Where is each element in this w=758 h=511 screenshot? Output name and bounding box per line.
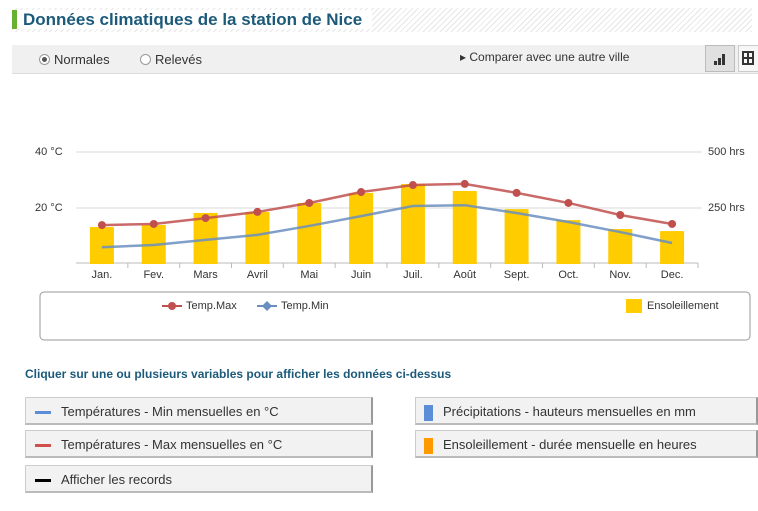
- option[interactable]: Normales: [39, 52, 110, 67]
- variable-label: Ensoleillement - durée mensuelle en heur…: [443, 437, 697, 452]
- x-tick-label: Juil.: [403, 269, 423, 281]
- legend-label: Temp.Min: [281, 300, 329, 312]
- variable-icon: [35, 479, 51, 483]
- bar: [245, 212, 270, 264]
- point: [253, 207, 262, 216]
- point: [668, 219, 677, 228]
- point: [305, 198, 314, 207]
- toolbar: Normales Relevés ▸ Comparer avec une aut…: [12, 45, 758, 74]
- x-tick-label: Mars: [193, 269, 218, 281]
- variable-icon: [424, 437, 433, 454]
- legend-marker: [262, 301, 272, 311]
- legend-label: Temp.Max: [186, 300, 237, 312]
- y-tick-label: 40 °C: [35, 146, 63, 158]
- bar: [660, 231, 685, 264]
- legend-marker: [168, 302, 176, 310]
- variable-button[interactable]: Précipitations - hauteurs mensuelles en …: [415, 397, 758, 425]
- point: [149, 219, 158, 228]
- icon: [742, 51, 754, 65]
- variable-button[interactable]: Températures - Min mensuelles en °C: [25, 397, 373, 425]
- compare-label: Comparer avec une autre ville: [469, 50, 630, 64]
- x-tick-label: Fev.: [143, 269, 164, 281]
- x-tick-label: Août: [453, 269, 476, 281]
- variable-icon: [35, 411, 51, 415]
- variable-label: Précipitations - hauteurs mensuelles en …: [443, 404, 696, 419]
- variable-label: Afficher les records: [61, 472, 173, 487]
- y-tick-label: 20 °C: [35, 202, 63, 214]
- bar: [349, 192, 374, 264]
- legend-label: Ensoleillement: [647, 300, 719, 312]
- chart-view-button[interactable]: [705, 45, 735, 72]
- point: [564, 198, 573, 207]
- bar: [400, 184, 425, 264]
- bar: [556, 220, 581, 264]
- chart: 20 °C 40 °C 250 hrs 500 hrs Jan. Fev. Mars Avri…: [35, 146, 751, 341]
- y2-tick-label: 250 hrs: [708, 202, 745, 214]
- x-tick-label: Juin: [351, 269, 371, 281]
- option[interactable]: Relevés: [140, 52, 202, 67]
- bar: [504, 209, 529, 264]
- point: [512, 188, 521, 197]
- compare-link[interactable]: ▸ Comparer avec une autre ville: [460, 50, 630, 64]
- x-tick-label: Mai: [300, 269, 318, 281]
- variable-label: Températures - Max mensuelles en °C: [61, 437, 283, 452]
- point: [460, 179, 469, 188]
- title: Données climatiques de la station de Nic…: [12, 10, 373, 29]
- x-tick-label: Nov.: [609, 269, 631, 281]
- y2-tick-label: 500 hrs: [708, 146, 745, 158]
- legend-box: [39, 291, 751, 341]
- point: [616, 211, 625, 219]
- variable-button[interactable]: Températures - Max mensuelles en °C: [25, 430, 373, 458]
- bar: [452, 190, 477, 264]
- bar: [297, 203, 322, 264]
- x-tick-label: Dec.: [661, 269, 684, 281]
- point: [201, 214, 210, 223]
- icon: [714, 54, 725, 65]
- variable-icon: [35, 444, 51, 448]
- line: [101, 203, 673, 249]
- prompt: Cliquer sur une ou plusieurs variables p…: [25, 367, 452, 381]
- option-label: Normales: [54, 52, 110, 67]
- variable-icon: [424, 404, 433, 421]
- line: [101, 182, 673, 227]
- bar: [89, 227, 114, 264]
- variable-label: Températures - Min mensuelles en °C: [61, 404, 279, 419]
- header: Données climatiques de la station de Nic…: [12, 8, 752, 32]
- variable-button[interactable]: Ensoleillement - durée mensuelle en heur…: [415, 430, 758, 458]
- point: [408, 181, 417, 190]
- x-tick-label: Avril: [247, 269, 268, 281]
- variable-button[interactable]: Afficher les records: [25, 465, 373, 493]
- x-tick-label: Sept.: [504, 269, 530, 281]
- legend-swatch: [626, 299, 642, 313]
- point: [357, 188, 366, 197]
- point: [97, 221, 106, 230]
- table-view-button[interactable]: [738, 45, 758, 72]
- option-label: Relevés: [155, 52, 202, 67]
- x-tick-label: Jan.: [92, 269, 113, 281]
- x-tick-label: Oct.: [558, 269, 578, 281]
